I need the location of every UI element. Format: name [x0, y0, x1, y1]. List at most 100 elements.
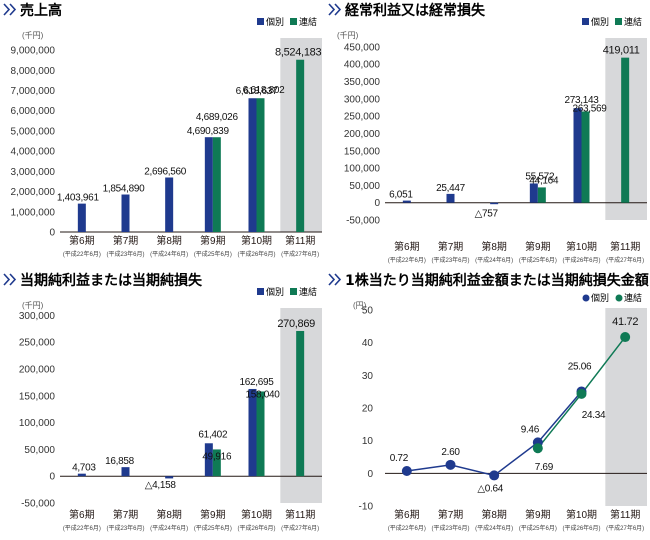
- y-tick-label: 350,000: [344, 77, 381, 88]
- bar-ind: [402, 200, 411, 203]
- legend-swatch-ind: [582, 18, 589, 25]
- data-label-ind: 162,695: [239, 377, 274, 388]
- chart-title: 1株当たり当期純利益金額または当期純損失金額: [345, 272, 649, 289]
- x-category-label: 第11期: [610, 508, 640, 521]
- chart-title: 経常利益又は経常損失: [345, 2, 486, 19]
- bar-con: [581, 111, 590, 203]
- data-label-con: 7.69: [535, 462, 554, 473]
- bar-ind: [77, 203, 86, 232]
- data-label-ind: 0.72: [390, 453, 409, 464]
- chart-panel-eps: 1株当たり当期純利益金額または当期純損失金額 個別 連結 (円) -10 0 10 2…: [325, 270, 650, 540]
- y-tick-label: 200,000: [19, 364, 56, 375]
- x-category-label: 第10期: [241, 508, 272, 521]
- x-subcategory-label: (平成22年6月): [63, 250, 101, 258]
- y-tick-label: 6,000,000: [11, 106, 56, 117]
- legend-label-ind: 個別: [591, 292, 609, 303]
- x-category-label: 第7期: [113, 508, 139, 521]
- y-tick-label: 150,000: [19, 391, 56, 402]
- bar-ind: [248, 388, 257, 477]
- y-tick-label: 3,000,000: [11, 167, 56, 178]
- x-category-label: 第11期: [285, 508, 315, 521]
- y-tick-label: 200,000: [344, 129, 381, 140]
- y-tick-label: 450,000: [344, 42, 381, 53]
- data-label-con: 44,164: [529, 175, 559, 186]
- data-label-con: 270,869: [277, 318, 315, 330]
- data-label-ind: 9.46: [521, 424, 540, 435]
- y-tick-label: 400,000: [344, 60, 381, 71]
- legend-marker-ind: [582, 294, 590, 302]
- y-tick-label: 40: [362, 338, 374, 349]
- y-tick-label: 0: [367, 469, 373, 480]
- y-tick-label: -50,000: [21, 499, 55, 510]
- x-category-label: 第9期: [525, 508, 551, 521]
- data-label-ind: 6,051: [389, 190, 413, 201]
- bar-ind: [165, 476, 174, 479]
- bar-ind: [204, 137, 213, 232]
- point-ind: [445, 459, 456, 470]
- data-label-con: 8,524,183: [275, 47, 321, 59]
- unit-label: (千円): [337, 30, 359, 40]
- x-subcategory-label: (平成23年6月): [431, 256, 469, 264]
- x-subcategory-label: (平成27年6月): [281, 524, 319, 532]
- y-tick-label: 50,000: [24, 445, 55, 456]
- y-tick-label: 50: [362, 306, 374, 317]
- chart-panel-ordinary-income: 経常利益又は経常損失 個別 連結 (千円) -50,000 0 50,000 100,…: [325, 0, 650, 270]
- y-tick-label: 7,000,000: [11, 86, 56, 97]
- legend-label-con: 連結: [299, 16, 317, 27]
- x-category-label: 第6期: [69, 234, 95, 247]
- data-label-ind: 6,618,637: [236, 86, 279, 97]
- x-subcategory-label: (平成22年6月): [388, 256, 426, 264]
- chart-eps-svg: 1株当たり当期純利益金額または当期純損失金額 個別 連結 (円) -10 0 10 2…: [328, 272, 649, 532]
- y-tick-label: -10: [359, 502, 374, 513]
- x-subcategory-label: (平成22年6月): [388, 524, 426, 532]
- data-label-ind: 4,703: [72, 463, 96, 474]
- legend-label-con: 連結: [299, 286, 317, 297]
- bar-ind: [248, 98, 257, 233]
- data-label-con: 24.34: [582, 410, 606, 421]
- x-category-label: 第10期: [566, 508, 597, 521]
- data-label-ind: △757: [475, 209, 499, 220]
- chart-panel-sales: 売上高 個別 連結 (千円) 0 1,000,000 2,000,000 3,000,…: [0, 0, 325, 270]
- data-label-ind: △4,158: [145, 480, 177, 491]
- x-category-label: 第8期: [481, 240, 507, 253]
- data-label-con: 49,916: [202, 451, 232, 462]
- point-ind: [401, 465, 412, 476]
- data-label-ind: 2,696,560: [144, 167, 187, 178]
- legend-swatch-con: [290, 18, 297, 25]
- data-label-ind: 4,690,839: [187, 126, 230, 137]
- y-tick-label: 20: [362, 404, 374, 415]
- y-tick-label: 2,000,000: [11, 187, 56, 198]
- x-subcategory-label: (平成24年6月): [475, 256, 513, 264]
- x-subcategory-label: (平成23年6月): [106, 250, 144, 258]
- legend-swatch-con: [615, 18, 622, 25]
- x-subcategory-label: (平成26年6月): [562, 524, 600, 532]
- data-label-con: 41.72: [612, 316, 638, 328]
- data-label-con: 4,689,026: [196, 112, 239, 123]
- chart-sales-svg: 売上高 個別 連結 (千円) 0 1,000,000 2,000,000 3,000,…: [3, 2, 322, 258]
- bar-ind: [165, 177, 174, 232]
- y-tick-label: 0: [374, 198, 380, 209]
- x-category-label: 第9期: [525, 240, 551, 253]
- legend-swatch-ind: [257, 288, 264, 295]
- data-label-ind: 25,447: [436, 183, 466, 194]
- data-label-ind: △0.64: [477, 483, 503, 494]
- data-label-con: 419,011: [603, 45, 640, 57]
- x-subcategory-label: (平成27年6月): [606, 524, 644, 532]
- y-tick-label: 300,000: [19, 311, 56, 322]
- data-label-ind: 273,143: [564, 95, 599, 106]
- y-tick-label: 10: [362, 436, 374, 447]
- x-subcategory-label: (平成26年6月): [237, 524, 275, 532]
- x-subcategory-label: (平成24年6月): [475, 524, 513, 532]
- y-tick-label: 30: [362, 371, 374, 382]
- y-tick-label: -50,000: [346, 216, 380, 227]
- data-label-ind: 1,854,890: [103, 184, 146, 195]
- chart-panel-net-income: 当期純利益または当期純損失 個別 連結 (千円) -50,000 0 50,000 1…: [0, 270, 325, 540]
- legend-swatch-con: [290, 288, 297, 295]
- title-chevron-icon: [3, 3, 17, 16]
- x-category-label: 第8期: [156, 508, 182, 521]
- bar-ind: [121, 467, 130, 477]
- bar-con: [212, 449, 221, 477]
- x-subcategory-label: (平成25年6月): [194, 524, 232, 532]
- point-con: [620, 332, 631, 343]
- data-label-ind: 1,403,961: [57, 193, 100, 204]
